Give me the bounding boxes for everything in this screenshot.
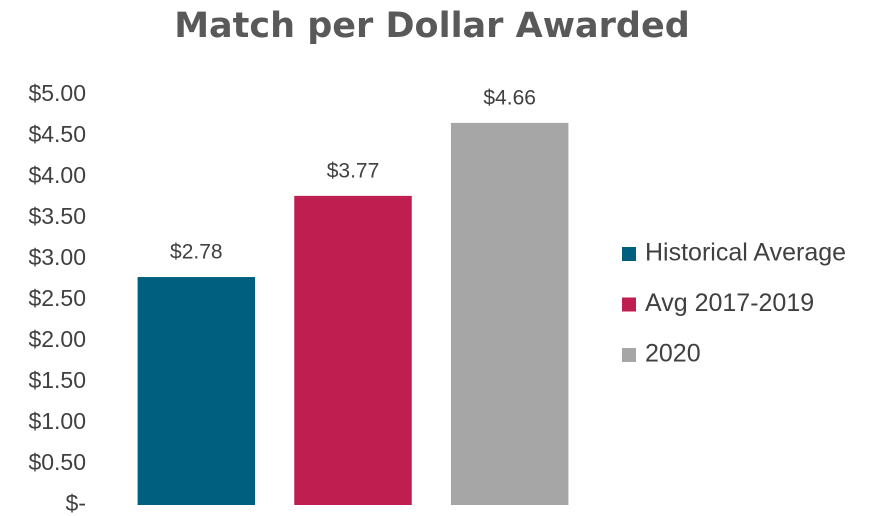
bar bbox=[294, 195, 412, 506]
y-tick-label: $1.00 bbox=[28, 408, 86, 434]
y-tick-label: $- bbox=[66, 490, 86, 516]
legend-label: 2020 bbox=[645, 340, 701, 368]
value-label: $3.77 bbox=[327, 159, 380, 182]
y-tick-label: $5.00 bbox=[28, 80, 86, 106]
y-tick-label: $3.00 bbox=[28, 244, 86, 270]
value-label: $4.66 bbox=[483, 86, 536, 109]
legend-swatch bbox=[622, 247, 636, 261]
y-tick-label: $3.50 bbox=[28, 203, 86, 229]
bar bbox=[137, 277, 256, 505]
legend-label: Avg 2017-2019 bbox=[645, 289, 814, 317]
y-tick-label: $4.50 bbox=[28, 121, 86, 147]
y-tick-label: $1.50 bbox=[28, 367, 86, 393]
y-tick-label: $0.50 bbox=[28, 449, 86, 475]
y-tick-label: $2.50 bbox=[28, 285, 86, 311]
legend-swatch bbox=[622, 348, 636, 362]
legend-label: Historical Average bbox=[645, 239, 846, 267]
y-tick-label: $4.00 bbox=[28, 162, 86, 188]
chart-title: Match per Dollar Awarded bbox=[174, 6, 690, 46]
legend-swatch bbox=[622, 297, 636, 312]
value-label: $2.78 bbox=[170, 241, 223, 264]
y-tick-label: $2.00 bbox=[28, 326, 86, 352]
bar bbox=[450, 122, 569, 505]
